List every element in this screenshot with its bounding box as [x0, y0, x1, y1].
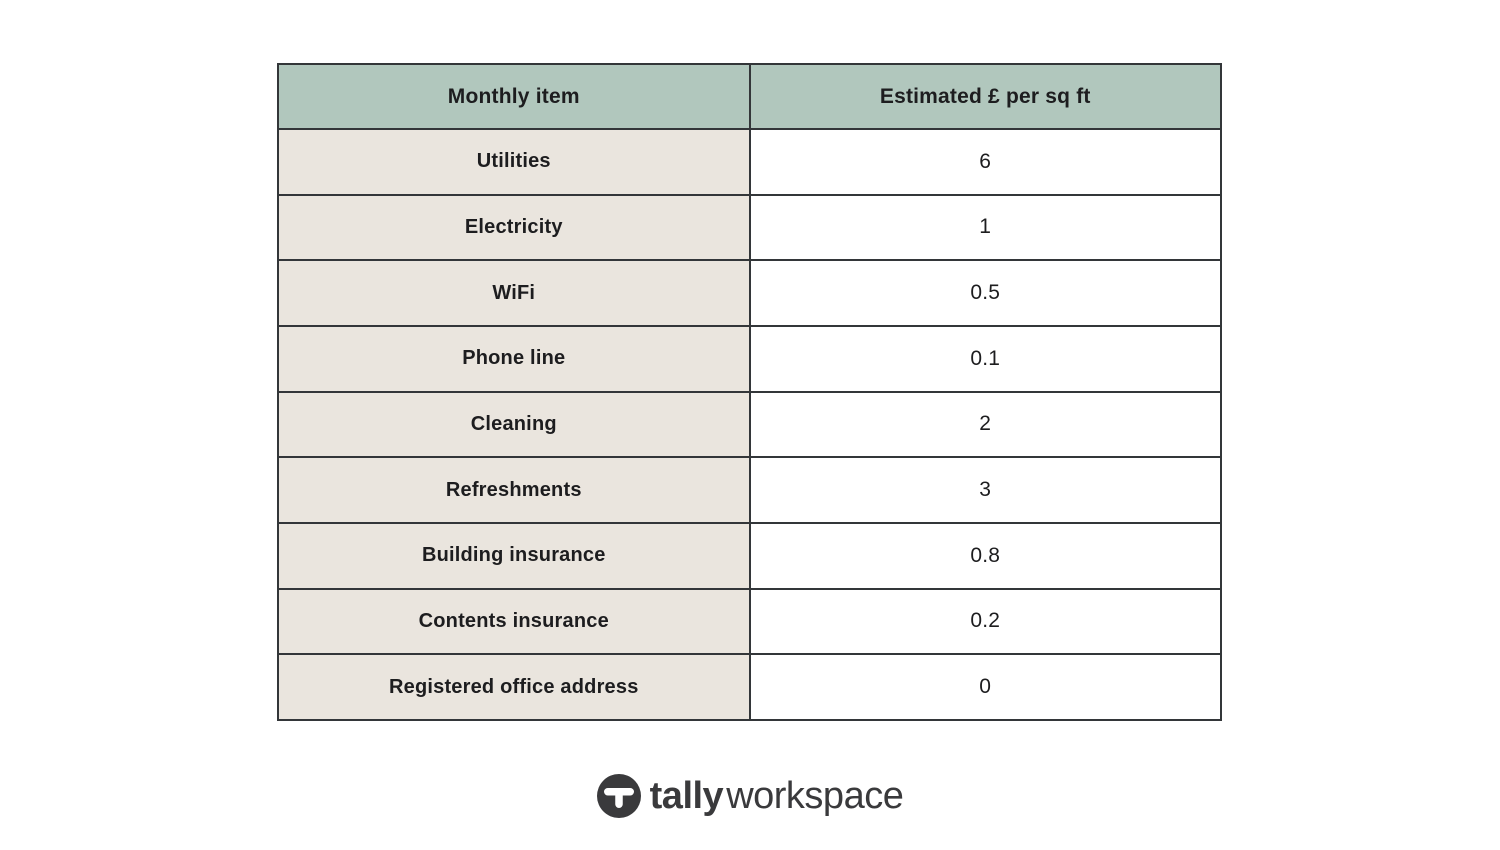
- table-row: Building insurance 0.8: [277, 521, 1222, 590]
- column-header-estimated-per-sqft: Estimated £ per sq ft: [748, 63, 1222, 130]
- table-row: WiFi 0.5: [277, 259, 1222, 327]
- estimated-value-cell: 0.5: [748, 259, 1222, 327]
- estimated-value-cell: 1: [748, 193, 1222, 262]
- table-row: Utilities 6: [277, 128, 1222, 196]
- table-body: Utilities 6 Electricity 1 WiFi 0.5 Phone line 0…: [277, 128, 1222, 721]
- table-row: Phone line 0.1: [277, 324, 1222, 393]
- estimated-value-cell: 0.1: [748, 324, 1222, 393]
- monthly-item-cell: Registered office address: [277, 653, 751, 721]
- estimated-value-cell: 0.8: [748, 521, 1222, 590]
- table-row: Refreshments 3: [277, 456, 1222, 524]
- monthly-item-cell: WiFi: [277, 259, 751, 327]
- estimated-value-cell: 6: [748, 128, 1222, 196]
- monthly-item-cell: Utilities: [277, 128, 751, 196]
- monthly-item-cell: Electricity: [277, 193, 751, 262]
- table-row: Contents insurance 0.2: [277, 587, 1222, 656]
- table-row: Registered office address 0: [277, 653, 1222, 721]
- estimated-value-cell: 3: [748, 456, 1222, 524]
- brand-word-tally: tally: [649, 775, 724, 817]
- monthly-item-cell: Cleaning: [277, 390, 751, 459]
- column-header-monthly-item: Monthly item: [277, 63, 751, 130]
- table-header-row: Monthly item Estimated £ per sq ft: [277, 63, 1222, 130]
- table-row: Electricity 1: [277, 193, 1222, 262]
- monthly-cost-table: Monthly item Estimated £ per sq ft Utili…: [277, 63, 1222, 721]
- monthly-item-cell: Refreshments: [277, 456, 751, 524]
- tally-workspace-logo: tallyworkspace: [0, 770, 1500, 822]
- brand-wordmark: tallyworkspace: [650, 777, 904, 815]
- estimated-value-cell: 0: [748, 653, 1222, 721]
- monthly-item-cell: Phone line: [277, 324, 751, 393]
- monthly-item-cell: Building insurance: [277, 521, 751, 590]
- estimated-value-cell: 0.2: [748, 587, 1222, 656]
- monthly-item-cell: Contents insurance: [277, 587, 751, 656]
- tally-circle-t-icon: [596, 774, 641, 818]
- table-row: Cleaning 2: [277, 390, 1222, 459]
- brand-word-workspace: workspace: [726, 775, 904, 817]
- estimated-value-cell: 2: [748, 390, 1222, 459]
